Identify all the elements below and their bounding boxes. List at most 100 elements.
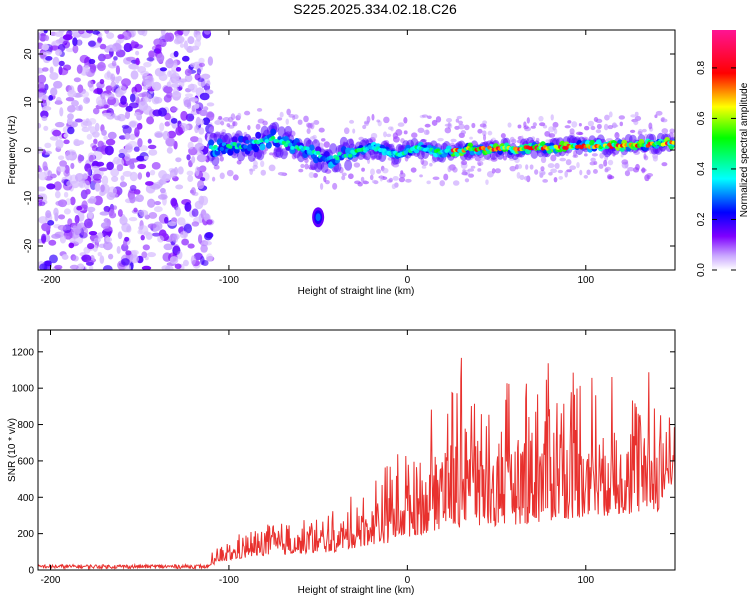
spectrogram-cell	[174, 263, 182, 270]
spectrogram-cell	[611, 124, 619, 128]
spectrogram-cell	[167, 221, 177, 227]
spectrogram-cell	[121, 78, 131, 87]
colorbar-tick-label: 0.2	[696, 212, 707, 226]
spectrogram-cell	[121, 222, 131, 233]
spectrogram-cell	[219, 156, 224, 162]
spectrogram-cell	[550, 114, 554, 121]
spectrogram-cell	[123, 42, 133, 53]
spectrogram-cell	[112, 205, 118, 210]
spectrogram-cell	[57, 155, 65, 161]
spectrogram-cell	[292, 142, 297, 147]
spectrogram-cell	[183, 30, 189, 37]
spectrogram-cell	[399, 172, 406, 179]
spectrogram-cell	[386, 133, 392, 138]
spectrogram-cell	[135, 57, 140, 66]
spectrogram-cell	[221, 129, 227, 133]
spectrogram-cell	[146, 251, 157, 258]
spectrogram-cell	[618, 115, 626, 120]
spectrogram-cell	[540, 166, 545, 172]
spectrogram-cell	[630, 114, 637, 118]
spectrogram-cell	[145, 181, 154, 186]
spectrogram-cell	[88, 154, 94, 163]
spectrogram-cell	[70, 121, 78, 128]
spectrogram-cell	[182, 259, 189, 267]
spectrogram-cell	[184, 68, 192, 76]
spectrogram-cell	[187, 243, 195, 249]
spectrogram-cell	[264, 139, 269, 144]
spectrogram-cell	[575, 131, 583, 136]
spectrogram-cell	[443, 173, 449, 181]
spectrogram-cell	[38, 171, 48, 181]
spectrogram-cell	[186, 170, 194, 176]
spectrogram-cell	[78, 30, 85, 35]
spectrogram-cell	[210, 125, 214, 129]
spectrogram-cell	[83, 97, 90, 104]
spectrogram-cell	[290, 145, 295, 150]
spectrogram-cell	[113, 56, 118, 61]
spectrogram-cell	[247, 124, 251, 131]
spectrogram-cell	[177, 166, 184, 175]
spectrogram-cell	[615, 131, 619, 136]
spectrogram-ytick-label: -20	[23, 238, 34, 253]
spectrogram-cell	[205, 253, 213, 262]
spectrogram-cell	[129, 163, 136, 170]
spectrogram-cell	[137, 30, 146, 36]
spectrogram-cell	[133, 207, 138, 213]
spectrogram-cell	[538, 115, 544, 122]
spectrogram-cell	[99, 211, 110, 216]
spectrogram-cell	[102, 265, 113, 270]
spectrogram-cell	[67, 218, 73, 227]
spectrogram-cell	[55, 200, 64, 206]
spectrogram-cell	[205, 232, 214, 239]
spectrogram-cell	[135, 50, 140, 56]
spectrogram-cell	[276, 117, 283, 121]
spectrogram-cell	[88, 118, 97, 125]
spectrogram-cell	[70, 162, 75, 170]
spectrogram-cell	[137, 163, 147, 170]
spectrogram-cell	[57, 224, 67, 231]
spectrogram-cell	[435, 116, 442, 123]
spectrogram-cell	[607, 125, 614, 130]
spectrogram-cell	[146, 57, 155, 62]
spectrogram-cell	[362, 180, 368, 184]
spectrogram-cell	[319, 182, 324, 190]
spectrogram-cell	[157, 179, 167, 185]
spectrogram-cell	[105, 236, 113, 243]
spectrogram-cell	[54, 264, 63, 270]
spectrogram-cell	[587, 120, 594, 127]
spectrogram-cell	[38, 165, 41, 173]
spectrogram-cell	[252, 164, 258, 170]
spectrogram-cell	[646, 172, 654, 177]
spectrogram-cell	[186, 154, 191, 161]
spectrogram-cell	[193, 252, 203, 261]
spectrogram-cell	[523, 176, 530, 181]
spectrogram-cell	[95, 96, 105, 107]
spectrogram-cell	[187, 84, 195, 90]
spectrogram-cell	[124, 236, 130, 242]
spectrogram-cell	[157, 235, 165, 243]
spectrogram-cell	[199, 92, 210, 101]
spectrogram-cell	[477, 168, 482, 172]
spectrogram-cell	[641, 128, 647, 133]
snr-xtick-label: -200	[40, 575, 60, 586]
spectrogram-cell	[207, 56, 214, 66]
spectrogram-cell	[469, 136, 473, 140]
spectrogram-cell	[298, 168, 304, 173]
spectrogram-cell	[65, 97, 75, 102]
spectrogram-cell	[121, 30, 132, 41]
spectrogram-cell	[523, 125, 529, 130]
spectrogram-cell	[75, 105, 82, 111]
spectrogram-cell	[97, 251, 102, 257]
spectrogram-cell	[68, 242, 75, 249]
spectrogram-cell	[49, 45, 60, 51]
spectrogram-cell	[129, 171, 138, 182]
spectrogram-cell	[627, 167, 635, 172]
spectrogram-cell	[47, 220, 55, 226]
spectrogram-cell	[198, 127, 205, 135]
spectrogram-cell	[564, 170, 568, 178]
spectrogram-cell	[576, 162, 580, 169]
spectrogram-cell	[352, 128, 356, 134]
spectrogram-cell	[59, 107, 64, 117]
